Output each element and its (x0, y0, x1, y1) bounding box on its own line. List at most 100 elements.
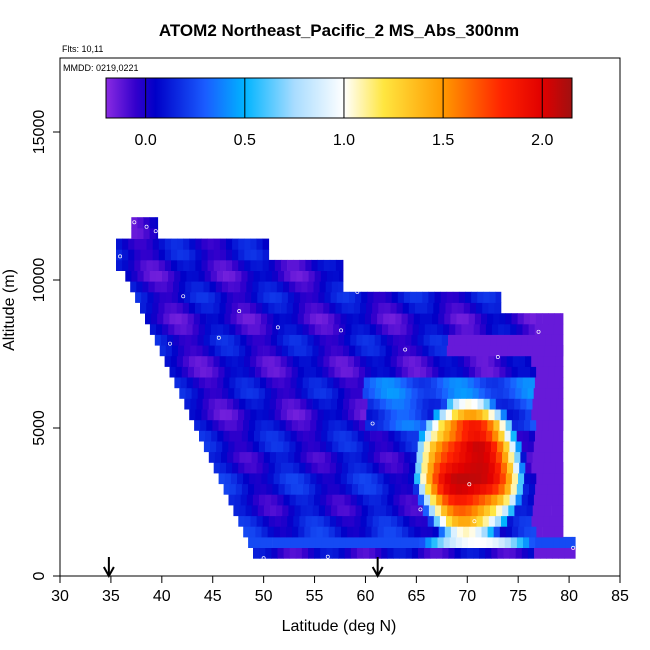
heatmap-cell (366, 462, 373, 474)
heatmap-cell (297, 536, 304, 548)
heatmap-cell (334, 313, 341, 325)
heatmap-cell (466, 387, 473, 399)
heatmap-cell (214, 451, 222, 463)
heatmap-cell (187, 313, 195, 325)
heatmap-cell (450, 366, 457, 378)
heatmap-cell (240, 387, 247, 399)
heatmap-cell (542, 473, 549, 485)
heatmap-cell (265, 323, 273, 335)
heatmap-cell (136, 281, 143, 293)
heatmap-cell (332, 547, 339, 559)
heatmap-cell (324, 345, 332, 357)
heatmap-cell (381, 441, 388, 453)
heatmap-cell (157, 313, 164, 325)
heatmap-cell (353, 473, 360, 485)
heatmap-cell (342, 259, 344, 271)
heatmap-cell (223, 430, 230, 442)
heatmap-cell (241, 377, 249, 389)
heatmap-cell (437, 323, 444, 335)
heatmap-cell (295, 387, 302, 399)
heatmap-cell (214, 345, 222, 357)
heatmap-cell (222, 387, 229, 399)
heatmap-cell (130, 281, 137, 293)
heatmap-cell (470, 462, 477, 474)
colorbar-tick-label: 0.5 (234, 132, 256, 149)
heatmap-cell (420, 366, 427, 378)
heatmap-cell (478, 441, 486, 453)
heatmap-cell (179, 281, 186, 293)
heatmap-cell (449, 483, 457, 495)
heatmap-cell (217, 430, 224, 442)
heatmap-cell (382, 483, 389, 495)
heatmap-cell (313, 441, 321, 453)
heatmap-cell (395, 473, 403, 485)
heatmap-cell (488, 515, 496, 527)
heatmap-cell (405, 441, 412, 453)
sample-point (261, 556, 266, 561)
heatmap-cell (377, 526, 385, 538)
heatmap-cell (511, 473, 519, 485)
heatmap-cell (288, 345, 295, 357)
heatmap-cell (265, 270, 273, 282)
heatmap-cell (356, 494, 364, 506)
heatmap-cell (299, 355, 306, 367)
heatmap-cell (360, 302, 367, 314)
heatmap-cell (189, 355, 196, 367)
heatmap-cell (236, 419, 244, 431)
heatmap-cell (511, 419, 519, 431)
heatmap-cell (339, 377, 346, 389)
heatmap-cell (203, 334, 211, 346)
heatmap-cell (343, 398, 350, 410)
heatmap-cell (562, 515, 564, 527)
heatmap-cell (347, 526, 354, 538)
heatmap-cell (545, 387, 553, 399)
heatmap-cell (466, 494, 474, 506)
heatmap-cell (460, 441, 467, 453)
heatmap-cell (398, 345, 405, 357)
heatmap-cell (429, 387, 437, 399)
heatmap-cell (359, 473, 366, 485)
heatmap-cell (266, 430, 273, 442)
heatmap-cell (412, 430, 420, 442)
heatmap-cell (447, 505, 454, 517)
heatmap-cell (544, 345, 552, 357)
heatmap-cell (519, 409, 526, 421)
heatmap-cell (266, 536, 273, 548)
heatmap-cell (408, 473, 415, 485)
heatmap-cell (299, 515, 306, 527)
heatmap-cell (250, 355, 257, 367)
heatmap-cell (237, 473, 244, 485)
heatmap-cell (259, 547, 266, 559)
heatmap-cell (383, 473, 391, 485)
heatmap-cell (539, 387, 547, 399)
heatmap-cell (206, 313, 213, 325)
heatmap-cell (322, 366, 329, 378)
heatmap-cell (304, 526, 311, 538)
heatmap-cell (470, 409, 477, 421)
heatmap-cell (348, 409, 355, 421)
heatmap-cell (530, 473, 537, 485)
heatmap-cell (116, 238, 123, 250)
heatmap-cell (475, 526, 482, 538)
heatmap-cell (164, 238, 172, 250)
heatmap-cell (341, 355, 349, 367)
heatmap-cell (339, 536, 347, 548)
heatmap-cell (289, 334, 296, 346)
heatmap-cell (213, 302, 220, 314)
heatmap-cell (128, 238, 135, 250)
heatmap-cell (279, 313, 286, 325)
heatmap-cell (431, 483, 438, 495)
heatmap-cell (499, 419, 506, 431)
heatmap-cell (457, 526, 464, 538)
heatmap-cell (317, 259, 325, 271)
heatmap-cell (128, 249, 135, 261)
heatmap-cell (233, 451, 240, 463)
heatmap-cell (306, 398, 313, 410)
heatmap-cell (168, 270, 175, 282)
sample-point (181, 294, 186, 299)
heatmap-cell (256, 515, 264, 527)
heatmap-cell (428, 505, 436, 517)
heatmap-cell (480, 430, 487, 442)
heatmap-cell (391, 345, 399, 357)
